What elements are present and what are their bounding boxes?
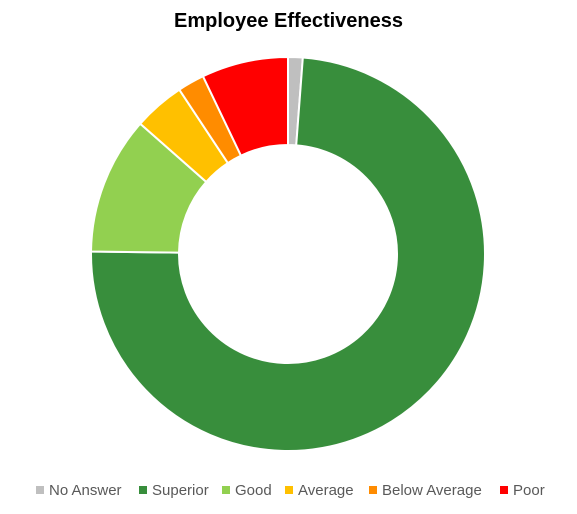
legend-swatch-average <box>285 486 293 494</box>
legend-label-no-answer: No Answer <box>49 481 122 499</box>
legend-item-average: Average <box>285 480 354 500</box>
legend-swatch-below-average <box>369 486 377 494</box>
legend-label-poor: Poor <box>513 481 545 499</box>
legend-swatch-no-answer <box>36 486 44 494</box>
legend-item-below-average: Below Average <box>369 480 482 500</box>
legend-item-superior: Superior <box>139 480 209 500</box>
chart-title: Employee Effectiveness <box>174 10 403 32</box>
legend-item-poor: Poor <box>500 480 545 500</box>
legend-label-good: Good <box>235 481 272 499</box>
legend-item-no-answer: No Answer <box>36 480 122 500</box>
donut-slice-superior <box>90 56 486 452</box>
legend-item-good: Good <box>222 480 272 500</box>
legend-swatch-superior <box>139 486 147 494</box>
donut-chart <box>90 55 486 452</box>
chart-legend: No Answer Superior Good Average Below Averag… <box>0 480 577 500</box>
legend-swatch-poor <box>500 486 508 494</box>
legend-label-average: Average <box>298 481 354 499</box>
legend-swatch-good <box>222 486 230 494</box>
legend-label-superior: Superior <box>152 481 209 499</box>
donut-slice-poor <box>201 55 289 158</box>
legend-label-below-average: Below Average <box>382 481 482 499</box>
